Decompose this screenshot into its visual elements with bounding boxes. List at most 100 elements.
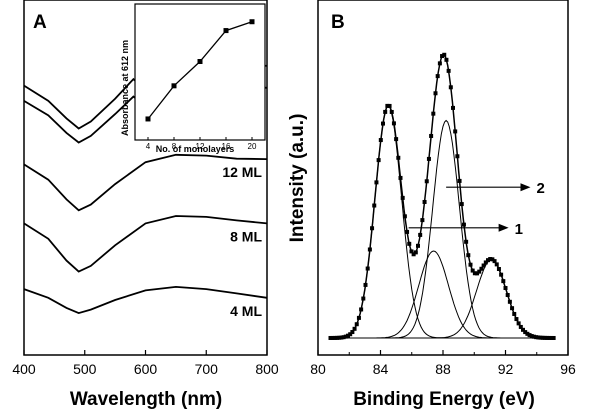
data-point bbox=[435, 74, 440, 79]
panel-a-curves bbox=[23, 60, 268, 315]
data-point bbox=[494, 262, 499, 267]
data-point bbox=[402, 214, 407, 219]
data-point bbox=[529, 334, 534, 339]
data-point bbox=[446, 68, 451, 73]
annotation-arrow-head bbox=[520, 183, 531, 192]
inset-point bbox=[249, 19, 255, 25]
data-point bbox=[413, 250, 418, 255]
data-point bbox=[505, 292, 510, 297]
data-point bbox=[383, 109, 388, 114]
data-point bbox=[335, 335, 340, 340]
x-tick-label: 500 bbox=[73, 361, 97, 377]
inset-x-tick-label: 16 bbox=[222, 142, 231, 151]
data-point bbox=[328, 335, 333, 340]
data-point bbox=[429, 133, 434, 138]
x-tick-label: 92 bbox=[498, 361, 514, 377]
data-point bbox=[356, 315, 361, 320]
panel-b-x-ticks: 80 84 88 92 96 bbox=[310, 350, 576, 377]
inset-point bbox=[223, 28, 229, 34]
data-point bbox=[512, 311, 517, 316]
data-point bbox=[501, 279, 506, 284]
inset-x-tick-label: 4 bbox=[146, 142, 151, 151]
data-point bbox=[470, 268, 475, 273]
data-point bbox=[370, 226, 375, 231]
curve-label: 12 ML bbox=[222, 164, 262, 180]
inset-x-tick-label: 20 bbox=[248, 142, 257, 151]
data-point bbox=[343, 334, 348, 339]
spectrum-line-12-ml bbox=[23, 153, 268, 212]
data-point bbox=[442, 52, 447, 57]
data-point bbox=[514, 317, 519, 322]
data-point bbox=[518, 324, 523, 329]
panel-a-x-ticks: 400 500 600 700 800 bbox=[12, 350, 279, 377]
data-point bbox=[496, 266, 501, 271]
data-point bbox=[521, 327, 525, 332]
inset-point bbox=[145, 116, 151, 122]
data-point bbox=[486, 258, 490, 263]
x-tick-label: 400 bbox=[12, 361, 36, 377]
data-point bbox=[391, 121, 396, 126]
data-point bbox=[525, 331, 530, 336]
data-point bbox=[547, 335, 552, 340]
data-point bbox=[372, 203, 377, 208]
panel-a-letter: A bbox=[33, 12, 47, 33]
data-point bbox=[385, 103, 390, 108]
data-point bbox=[481, 263, 486, 268]
data-point bbox=[396, 155, 401, 160]
data-point bbox=[440, 54, 445, 59]
data-point bbox=[477, 269, 482, 274]
data-point bbox=[348, 332, 353, 337]
data-point bbox=[516, 321, 521, 326]
data-point bbox=[455, 154, 460, 159]
data-point bbox=[433, 91, 438, 96]
data-point bbox=[488, 257, 493, 262]
data-point bbox=[378, 138, 383, 143]
inset-x-tick-label: 8 bbox=[172, 142, 177, 151]
data-point bbox=[389, 109, 394, 114]
x-tick-label: 84 bbox=[373, 361, 389, 377]
x-tick-label: 88 bbox=[435, 361, 451, 377]
data-point bbox=[479, 266, 484, 271]
panel-a-x-axis-title: Wavelength (nm) bbox=[70, 389, 222, 410]
data-point bbox=[527, 333, 532, 338]
data-point bbox=[367, 247, 372, 252]
data-point bbox=[461, 222, 466, 227]
data-point bbox=[459, 202, 464, 207]
data-point bbox=[400, 195, 405, 200]
data-point bbox=[424, 179, 429, 184]
data-point bbox=[354, 322, 359, 327]
data-point bbox=[405, 229, 410, 234]
inset-plot bbox=[145, 19, 255, 122]
inset-x-tick-label: 12 bbox=[196, 142, 205, 151]
data-point bbox=[444, 57, 449, 62]
data-point bbox=[536, 335, 541, 340]
data-point bbox=[531, 334, 536, 339]
inset-frame bbox=[134, 3, 266, 141]
data-point bbox=[475, 271, 480, 276]
data-point bbox=[523, 330, 528, 335]
data-point bbox=[346, 333, 350, 338]
data-point bbox=[376, 158, 381, 163]
data-point bbox=[492, 259, 497, 264]
annotation-arrow-head bbox=[498, 223, 509, 232]
data-point bbox=[490, 257, 495, 262]
inset-point bbox=[197, 59, 203, 65]
data-point bbox=[431, 111, 436, 116]
spectrum-line-8-ml bbox=[23, 215, 268, 273]
data-point bbox=[418, 232, 423, 237]
data-point bbox=[457, 178, 462, 183]
data-point bbox=[549, 335, 554, 340]
data-point bbox=[422, 199, 427, 204]
panel-b-letter: B bbox=[331, 12, 345, 33]
data-point bbox=[507, 299, 512, 304]
data-point bbox=[448, 85, 453, 90]
data-point bbox=[483, 260, 488, 265]
data-point bbox=[339, 335, 344, 340]
data-point bbox=[503, 286, 508, 291]
data-point bbox=[330, 335, 335, 340]
data-point bbox=[540, 335, 545, 340]
data-point bbox=[398, 175, 403, 180]
panel-b-plot: 21 bbox=[328, 52, 556, 340]
data-point bbox=[451, 105, 455, 110]
